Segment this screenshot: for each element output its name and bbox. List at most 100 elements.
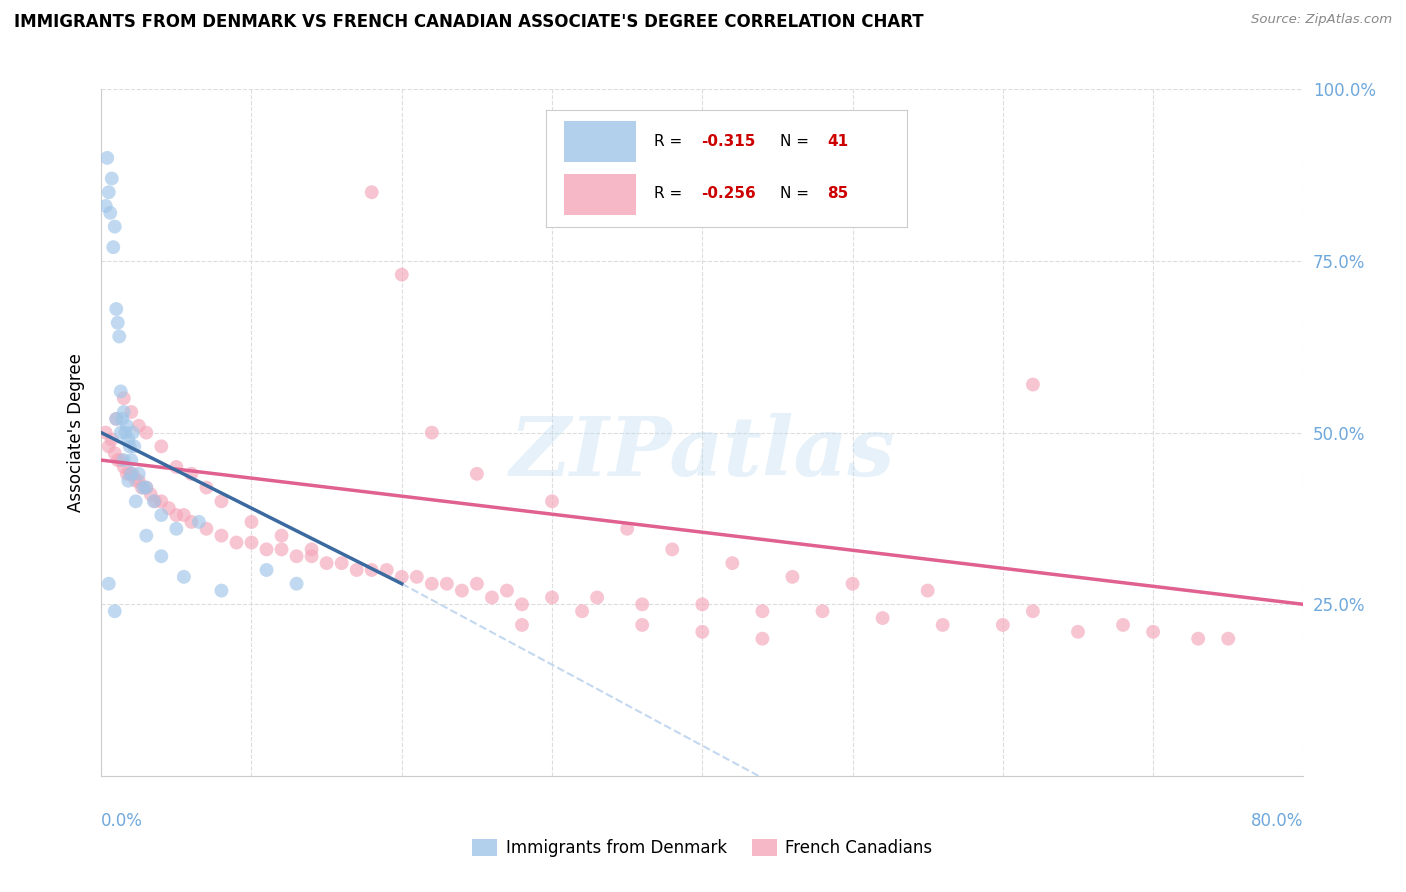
Legend: Immigrants from Denmark, French Canadians: Immigrants from Denmark, French Canadian…: [465, 832, 939, 863]
Point: [115, 418, 138, 433]
Point: [1218, 632, 1240, 646]
Point: [782, 570, 804, 584]
Point: [103, 240, 125, 254]
Point: [135, 481, 157, 495]
Point: [346, 563, 368, 577]
Point: [751, 632, 773, 646]
Point: [104, 446, 127, 460]
Point: [661, 542, 683, 557]
Point: [132, 481, 155, 495]
Point: [165, 522, 187, 536]
Point: [97, 576, 120, 591]
Point: [451, 583, 474, 598]
Point: [107, 316, 129, 330]
Point: [96, 151, 118, 165]
Point: [165, 460, 187, 475]
Point: [118, 467, 141, 481]
Point: [811, 604, 834, 618]
Point: [211, 494, 233, 508]
Point: [496, 583, 519, 598]
Point: [631, 598, 654, 612]
Point: [143, 494, 166, 508]
Point: [315, 556, 337, 570]
Point: [330, 556, 353, 570]
Point: [1187, 632, 1209, 646]
Point: [115, 467, 138, 481]
Point: [135, 528, 157, 542]
Point: [150, 549, 173, 564]
Point: [180, 467, 202, 481]
Point: [195, 481, 218, 495]
Point: [1142, 624, 1164, 639]
Point: [165, 508, 187, 522]
Point: [256, 563, 278, 577]
Point: [1067, 624, 1090, 639]
Point: [128, 474, 150, 488]
Point: [285, 576, 308, 591]
Y-axis label: Associate's Degree: Associate's Degree: [67, 353, 86, 512]
Point: [128, 418, 150, 433]
Point: [112, 460, 135, 475]
Point: [104, 604, 127, 618]
Point: [211, 583, 233, 598]
Point: [225, 535, 247, 549]
Point: [97, 185, 120, 199]
Point: [692, 624, 714, 639]
Point: [270, 542, 292, 557]
Point: [120, 405, 142, 419]
Point: [301, 542, 323, 557]
Point: [211, 528, 233, 542]
Point: [117, 474, 139, 488]
Point: [240, 515, 263, 529]
Point: [150, 439, 173, 453]
Text: IMMIGRANTS FROM DENMARK VS FRENCH CANADIAN ASSOCIATE'S DEGREE CORRELATION CHART: IMMIGRANTS FROM DENMARK VS FRENCH CANADI…: [14, 13, 924, 31]
Text: 80.0%: 80.0%: [1251, 812, 1303, 830]
Point: [631, 618, 654, 632]
Point: [991, 618, 1014, 632]
Point: [139, 487, 162, 501]
Point: [150, 508, 173, 522]
Point: [112, 453, 135, 467]
Point: [105, 412, 128, 426]
Point: [142, 494, 165, 508]
Point: [114, 425, 136, 440]
Point: [301, 549, 323, 564]
Point: [107, 453, 129, 467]
Point: [932, 618, 955, 632]
Text: 0.0%: 0.0%: [101, 812, 143, 830]
Point: [157, 501, 180, 516]
Point: [360, 563, 382, 577]
Point: [111, 412, 134, 426]
Point: [841, 576, 863, 591]
Point: [270, 528, 292, 542]
Point: [98, 206, 121, 220]
Point: [94, 199, 117, 213]
Point: [112, 391, 135, 405]
Point: [917, 583, 939, 598]
Point: [180, 515, 202, 529]
Point: [124, 439, 146, 453]
Point: [391, 570, 413, 584]
Point: [117, 433, 139, 447]
Point: [131, 481, 153, 495]
Point: [195, 522, 218, 536]
Point: [187, 515, 209, 529]
Point: [375, 563, 398, 577]
Point: [120, 453, 142, 467]
Point: [104, 219, 127, 234]
Point: [391, 268, 413, 282]
Point: [110, 384, 132, 399]
Point: [510, 598, 533, 612]
Point: [256, 542, 278, 557]
Point: [105, 301, 128, 316]
Point: [150, 494, 173, 508]
Point: [465, 467, 488, 481]
Point: [571, 604, 593, 618]
Point: [108, 329, 131, 343]
Point: [465, 576, 488, 591]
Point: [436, 576, 458, 591]
Point: [118, 439, 141, 453]
Point: [173, 508, 195, 522]
Point: [510, 618, 533, 632]
Point: [110, 453, 132, 467]
